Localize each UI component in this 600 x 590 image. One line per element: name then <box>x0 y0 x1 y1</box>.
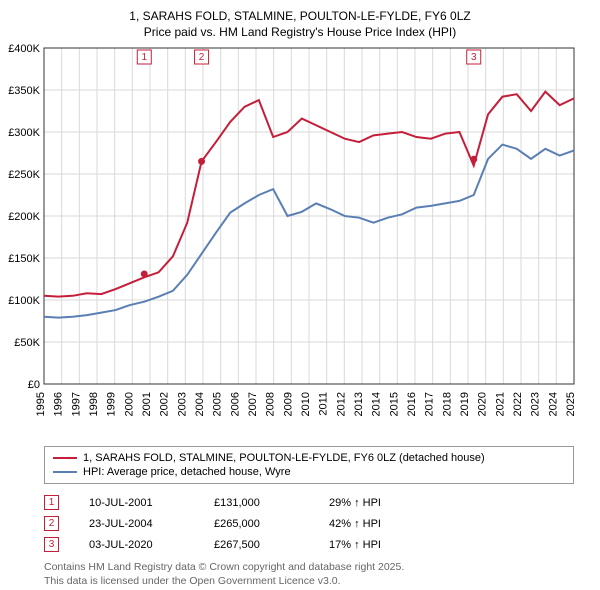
marker-number-box: 1 <box>44 495 59 510</box>
plot-svg: £0 £50K £100K £150K £200K £250K £300K £350K £400… <box>0 40 600 440</box>
legend-row: HPI: Average price, detached house, Wyre <box>53 465 565 479</box>
x-tick-label: 1999 <box>106 392 118 416</box>
marker-hpi: 42% ↑ HPI <box>329 518 574 530</box>
y-tick-label: £250K <box>8 169 40 181</box>
marker-price: £265,000 <box>214 518 299 530</box>
sale-marker-number: 1 <box>141 52 147 63</box>
markers-table: 1 10-JUL-2001 £131,000 29% ↑ HPI 2 23-JUL-200… <box>44 492 574 555</box>
marker-row: 1 10-JUL-2001 £131,000 29% ↑ HPI <box>44 492 574 513</box>
title-line-1: 1, SARAHS FOLD, STALMINE, POULTON-LE-FYL… <box>129 9 470 23</box>
chart-container: 1, SARAHS FOLD, STALMINE, POULTON-LE-FYL… <box>0 0 600 590</box>
sale-marker-dot <box>141 271 148 278</box>
y-tick-label: £50K <box>14 337 40 349</box>
title-line-2: Price paid vs. HM Land Registry's House … <box>144 25 456 39</box>
marker-price: £131,000 <box>214 497 299 509</box>
x-tick-label: 1997 <box>70 392 82 416</box>
legend-swatch <box>53 471 77 473</box>
y-tick-label: £100K <box>8 295 40 307</box>
x-tick-label: 2014 <box>371 392 383 416</box>
marker-date: 23-JUL-2004 <box>89 518 184 530</box>
attribution-line-1: Contains HM Land Registry data © Crown c… <box>44 561 404 573</box>
legend-label: 1, SARAHS FOLD, STALMINE, POULTON-LE-FYL… <box>83 452 485 464</box>
marker-date: 10-JUL-2001 <box>89 497 184 509</box>
sale-marker-dot <box>470 156 477 163</box>
y-tick-label: £350K <box>8 85 40 97</box>
x-tick-label: 2000 <box>123 392 135 416</box>
x-tick-label: 2013 <box>353 392 365 416</box>
x-tick-label: 2003 <box>176 392 188 416</box>
marker-hpi: 17% ↑ HPI <box>329 539 574 551</box>
marker-number-box: 3 <box>44 537 59 552</box>
marker-row: 3 03-JUL-2020 £267,500 17% ↑ HPI <box>44 534 574 555</box>
x-tick-label: 2025 <box>565 392 577 416</box>
marker-number-box: 2 <box>44 516 59 531</box>
x-tick-label: 2024 <box>547 392 559 416</box>
x-tick-label: 2017 <box>424 392 436 416</box>
x-tick-label: 2022 <box>512 392 524 416</box>
marker-hpi: 29% ↑ HPI <box>329 497 574 509</box>
x-tick-label: 2008 <box>265 392 277 416</box>
legend: 1, SARAHS FOLD, STALMINE, POULTON-LE-FYL… <box>44 446 574 484</box>
attribution: Contains HM Land Registry data © Crown c… <box>44 561 574 588</box>
x-tick-label: 2015 <box>388 392 400 416</box>
x-tick-label: 2012 <box>335 392 347 416</box>
chart-title: 1, SARAHS FOLD, STALMINE, POULTON-LE-FYL… <box>0 0 600 40</box>
x-tick-label: 1998 <box>88 392 100 416</box>
x-tick-label: 2023 <box>530 392 542 416</box>
sale-marker-number: 3 <box>471 52 477 63</box>
y-tick-label: £0 <box>28 379 40 391</box>
x-tick-label: 2019 <box>459 392 471 416</box>
x-tick-label: 2016 <box>406 392 418 416</box>
x-tick-label: 2011 <box>318 392 330 416</box>
x-tick-label: 2004 <box>194 392 206 416</box>
marker-row: 2 23-JUL-2004 £265,000 42% ↑ HPI <box>44 513 574 534</box>
x-tick-label: 2010 <box>300 392 312 416</box>
legend-swatch <box>53 457 77 459</box>
x-tick-label: 2007 <box>247 392 259 416</box>
sale-marker-dot <box>198 158 205 165</box>
x-tick-label: 2005 <box>212 392 224 416</box>
x-tick-label: 2006 <box>229 392 241 416</box>
marker-price: £267,500 <box>214 539 299 551</box>
y-tick-label: £300K <box>8 127 40 139</box>
legend-label: HPI: Average price, detached house, Wyre <box>83 466 291 478</box>
x-tick-label: 2021 <box>494 392 506 416</box>
x-tick-label: 1996 <box>53 392 65 416</box>
plot-area: £0 £50K £100K £150K £200K £250K £300K £350K £400… <box>0 40 600 440</box>
x-tick-label: 2018 <box>441 392 453 416</box>
x-tick-label: 2020 <box>477 392 489 416</box>
legend-row: 1, SARAHS FOLD, STALMINE, POULTON-LE-FYL… <box>53 451 565 465</box>
x-tick-label: 1995 <box>35 392 47 416</box>
y-tick-label: £200K <box>8 211 40 223</box>
attribution-line-2: This data is licensed under the Open Gov… <box>44 575 341 587</box>
y-tick-label: £150K <box>8 253 40 265</box>
marker-date: 03-JUL-2020 <box>89 539 184 551</box>
x-tick-label: 2009 <box>282 392 294 416</box>
x-tick-label: 2002 <box>159 392 171 416</box>
y-tick-label: £400K <box>8 43 40 55</box>
sale-marker-number: 2 <box>199 52 205 63</box>
x-tick-label: 2001 <box>141 392 153 416</box>
